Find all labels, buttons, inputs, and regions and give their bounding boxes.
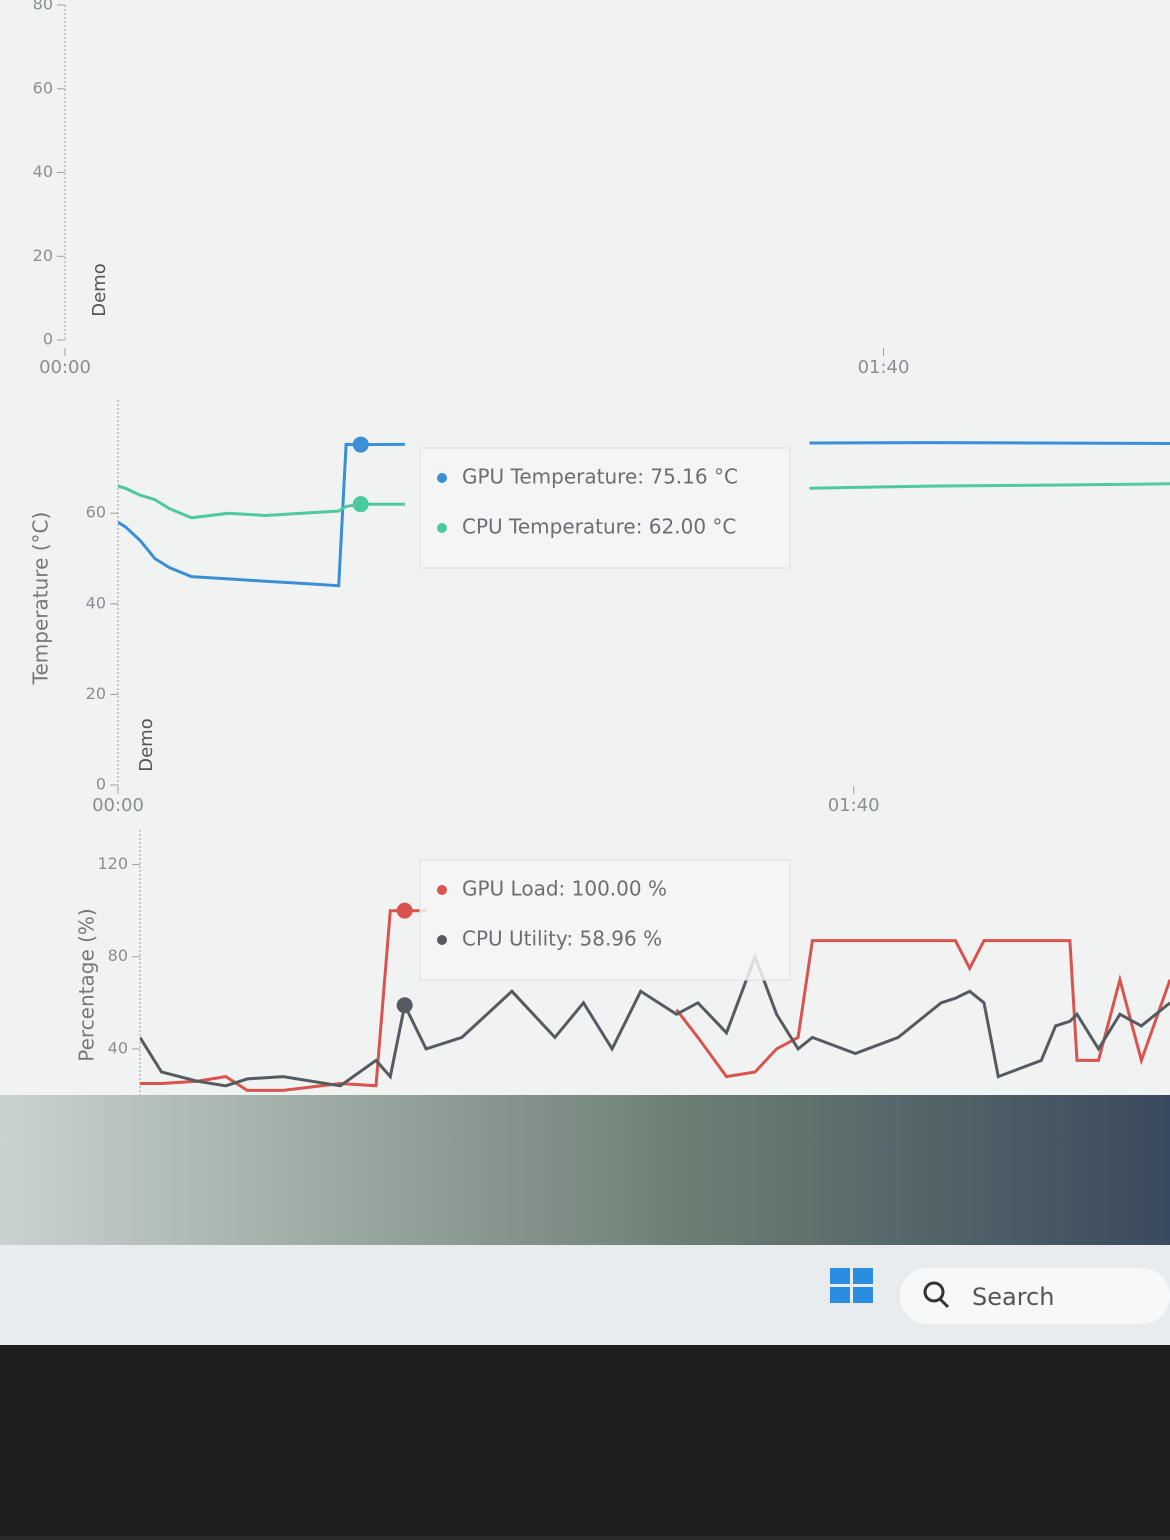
tooltip-text: CPU Temperature: 62.00 °C (462, 515, 736, 539)
x-tick-label: 00:00 (92, 795, 144, 816)
y-tick-label: 20 (33, 246, 53, 265)
start-icon (830, 1268, 850, 1284)
hover-point (353, 496, 369, 512)
y-axis-title: Percentage (%) (75, 908, 99, 1061)
y-tick-label: 0 (43, 330, 53, 349)
annotation: Demo (136, 718, 157, 771)
y-axis-title: Temperature (°C) (29, 512, 53, 686)
annotation: Demo (89, 263, 110, 316)
y-tick-label: 80 (108, 946, 128, 965)
tooltip-marker (437, 935, 447, 945)
tooltip-text: GPU Temperature: 75.16 °C (462, 465, 738, 489)
start-icon (853, 1268, 873, 1284)
y-tick-label: 60 (33, 78, 53, 97)
monitor-bezel (0, 1345, 1170, 1536)
y-tick-label: 120 (97, 854, 128, 873)
y-tick-label: 40 (86, 593, 106, 612)
y-tick-label: 40 (108, 1038, 128, 1057)
search-text: Search (972, 1283, 1054, 1311)
tooltip-marker (437, 885, 447, 895)
x-tick-label: 01:40 (828, 795, 880, 816)
start-icon (830, 1287, 850, 1303)
y-tick-label: 40 (33, 162, 53, 181)
hover-point (397, 997, 413, 1013)
y-tick-label: 80 (33, 0, 53, 14)
x-tick-label: 01:40 (858, 357, 910, 378)
start-icon (853, 1287, 873, 1303)
hover-point (397, 903, 413, 919)
hover-point (353, 437, 369, 453)
tooltip-text: CPU Utility: 58.96 % (462, 927, 662, 951)
tooltip-text: GPU Load: 100.00 % (462, 877, 667, 901)
y-tick-label: 0 (96, 775, 106, 794)
tooltip-marker (437, 523, 447, 533)
y-tick-label: 60 (86, 503, 106, 522)
desktop-wallpaper (0, 1095, 1170, 1245)
x-tick-label: 00:00 (39, 357, 91, 378)
y-tick-label: 20 (86, 684, 106, 703)
tooltip-marker (437, 473, 447, 483)
